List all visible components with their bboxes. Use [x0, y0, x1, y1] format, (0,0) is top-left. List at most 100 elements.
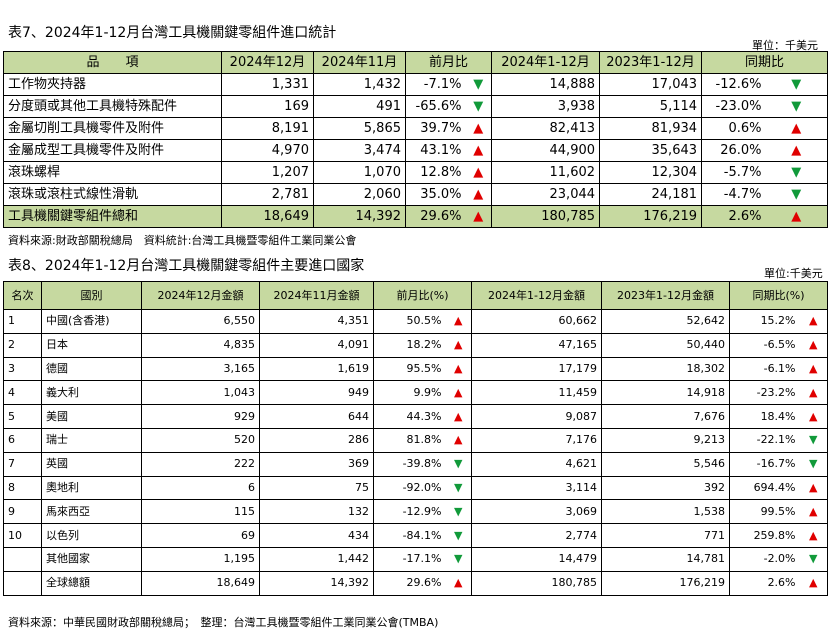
ytd23-value: 176,219: [599, 205, 703, 228]
down-triangle-icon: ▼: [445, 499, 473, 525]
table8-row: 6 瑞士 520 286 81.8% ▲ 7,176 9,213 -22.1% ▼: [3, 427, 829, 453]
mom-value: -39.8%: [373, 451, 446, 477]
ytd23-value: 50,440: [601, 332, 731, 358]
down-triangle-icon: ▼: [465, 95, 493, 118]
mom-value: -92.0%: [373, 475, 446, 501]
up-triangle-icon: ▲: [465, 139, 493, 162]
nov-value: 5,865: [313, 117, 406, 140]
up-triangle-icon: ▲: [799, 475, 829, 501]
item-name: 分度頭或其他工具機特殊配件: [3, 95, 222, 118]
table8-row: 10 以色列 69 434 -84.1% ▼ 2,774 771 259.8% ▲: [3, 523, 829, 548]
up-triangle-icon: ▲: [799, 570, 829, 596]
table7-row: 工作物夾持器 1,331 1,432 -7.1% ▼ 14,888 17,043 -12.6%…: [3, 73, 829, 96]
nov-value: 1,432: [313, 73, 406, 96]
dec-value: 520: [141, 427, 260, 453]
up-triangle-icon: ▲: [445, 427, 473, 453]
header-dec: 2024年12月金額: [141, 281, 260, 310]
table8-row: 4 義大利 1,043 949 9.9% ▲ 11,459 14,918 -23.2% ▲: [3, 380, 829, 406]
rank: 9: [3, 499, 42, 525]
table8-row: 3 德國 3,165 1,619 95.5% ▲ 17,179 18,302 -6.1% ▲: [3, 356, 829, 382]
up-triangle-icon: ▲: [799, 356, 829, 382]
nov-value: 75: [259, 475, 374, 501]
table8-row: 其他國家 1,195 1,442 -17.1% ▼ 14,479 14,781 -2.0% ▼: [3, 546, 829, 572]
header-country: 國別: [41, 281, 142, 310]
nov-value: 286: [259, 427, 374, 453]
nov-value: 4,351: [259, 309, 374, 334]
yoy-value: -5.7%: [701, 161, 766, 184]
ytd24-value: 2,774: [471, 523, 603, 548]
rank: [3, 570, 42, 596]
dec-value: 1,331: [221, 73, 314, 96]
up-triangle-icon: ▲: [765, 117, 829, 140]
nov-value: 644: [259, 404, 374, 429]
table7-row: 滾珠螺桿 1,207 1,070 12.8% ▲ 11,602 12,304 -5.7% ▼: [3, 161, 829, 184]
table8: 名次 國別 2024年12月金額 2024年11月金額 前月比(%) 2024年…: [3, 281, 829, 596]
country-name: 全球總額: [41, 570, 142, 596]
ytd24-value: 11,459: [471, 380, 603, 406]
yoy-value: -23.0%: [701, 95, 766, 118]
up-triangle-icon: ▲: [799, 332, 829, 358]
ytd23-value: 5,114: [599, 95, 703, 118]
mom-value: 43.1%: [405, 139, 466, 162]
yoy-value: 26.0%: [701, 139, 766, 162]
table7-row: 分度頭或其他工具機特殊配件 169 491 -65.6% ▼ 3,938 5,114 -23.…: [3, 95, 829, 118]
ytd24-value: 23,044: [491, 183, 601, 206]
header-item: 品 項: [3, 51, 222, 74]
down-triangle-icon: ▼: [799, 427, 829, 453]
yoy-value: 259.8%: [729, 523, 800, 548]
table8-unit: 單位:千美元: [764, 267, 823, 280]
dec-value: 115: [141, 499, 260, 525]
table7-header-row: 品 項 2024年12月 2024年11月 前月比 2024年1-12月 202…: [3, 51, 829, 74]
dec-value: 3,165: [141, 356, 260, 382]
yoy-value: 15.2%: [729, 309, 800, 334]
down-triangle-icon: ▼: [765, 95, 829, 118]
header-nov: 2024年11月金額: [259, 281, 374, 310]
dec-value: 69: [141, 523, 260, 548]
rank: 6: [3, 427, 42, 453]
yoy-value: -23.2%: [729, 380, 800, 406]
nov-value: 369: [259, 451, 374, 477]
table8-row: 全球總額 18,649 14,392 29.6% ▲ 180,785 176,219 2.6%…: [3, 570, 829, 596]
ytd23-value: 52,642: [601, 309, 731, 334]
rank: 7: [3, 451, 42, 477]
header-dec: 2024年12月: [221, 51, 314, 74]
ytd24-value: 4,621: [471, 451, 603, 477]
ytd24-value: 14,888: [491, 73, 601, 96]
ytd23-value: 17,043: [599, 73, 703, 96]
rank: 4: [3, 380, 42, 406]
ytd23-value: 392: [601, 475, 731, 501]
item-name: 滾珠螺桿: [3, 161, 222, 184]
ytd23-value: 81,934: [599, 117, 703, 140]
yoy-value: 2.6%: [729, 570, 800, 596]
yoy-value: -2.0%: [729, 546, 800, 572]
down-triangle-icon: ▼: [799, 546, 829, 572]
ytd23-value: 24,181: [599, 183, 703, 206]
ytd24-value: 3,069: [471, 499, 603, 525]
nov-value: 1,070: [313, 161, 406, 184]
mom-value: -12.9%: [373, 499, 446, 525]
up-triangle-icon: ▲: [445, 380, 473, 406]
item-name: 工具機關鍵零組件總和: [3, 205, 222, 228]
up-triangle-icon: ▲: [445, 404, 473, 429]
down-triangle-icon: ▼: [445, 523, 473, 548]
table8-row: 7 英國 222 369 -39.8% ▼ 4,621 5,546 -16.7% ▼: [3, 451, 829, 477]
country-name: 瑞士: [41, 427, 142, 453]
ytd23-value: 35,643: [599, 139, 703, 162]
dec-value: 4,835: [141, 332, 260, 358]
item-name: 工作物夾持器: [3, 73, 222, 96]
mom-value: -17.1%: [373, 546, 446, 572]
ytd24-value: 11,602: [491, 161, 601, 184]
down-triangle-icon: ▼: [445, 475, 473, 501]
down-triangle-icon: ▼: [765, 73, 829, 96]
table7-unit: 單位：千美元: [752, 39, 818, 52]
header-ytd24: 2024年1-12月金額: [471, 281, 603, 310]
down-triangle-icon: ▼: [799, 451, 829, 477]
ytd23-value: 176,219: [601, 570, 731, 596]
nov-value: 491: [313, 95, 406, 118]
up-triangle-icon: ▲: [445, 570, 473, 596]
yoy-value: 0.6%: [701, 117, 766, 140]
table8-row: 5 美國 929 644 44.3% ▲ 9,087 7,676 18.4% ▲: [3, 404, 829, 429]
ytd23-value: 14,781: [601, 546, 731, 572]
ytd24-value: 47,165: [471, 332, 603, 358]
dec-value: 222: [141, 451, 260, 477]
